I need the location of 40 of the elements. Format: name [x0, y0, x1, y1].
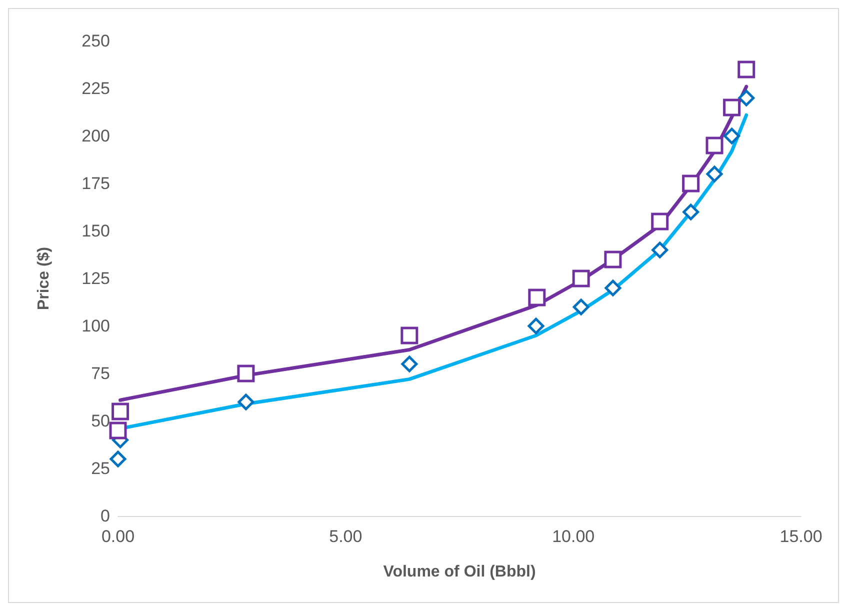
- y-tick-label: 25: [91, 459, 110, 478]
- point: [738, 90, 755, 106]
- point: [401, 356, 418, 372]
- point: [109, 422, 127, 440]
- point: [112, 402, 130, 420]
- point: [238, 394, 254, 410]
- y-tick-label: 175: [82, 174, 110, 193]
- point: [738, 60, 756, 78]
- point: [572, 298, 590, 316]
- point: [604, 250, 622, 268]
- point: [400, 326, 418, 344]
- y-axis-title: Price ($): [36, 246, 52, 310]
- y-tick-label: 150: [82, 222, 110, 240]
- point: [706, 166, 723, 182]
- x-tick-label: 10.00: [552, 527, 595, 546]
- x-tick-label: 0.00: [101, 527, 135, 546]
- point: [682, 204, 700, 220]
- y-tick-label: 50: [91, 412, 110, 430]
- point: [682, 174, 700, 192]
- point: [604, 280, 622, 296]
- y-tick-label: 250: [82, 32, 110, 50]
- point: [706, 136, 724, 154]
- y-tick-label: 125: [82, 269, 110, 288]
- x-axis-title: Volume of Oil (Bbbl): [383, 564, 536, 580]
- y-tick-label: 200: [82, 126, 110, 146]
- y-tick-label: 75: [91, 364, 110, 383]
- x-tick-label: 5.00: [329, 527, 362, 546]
- point: [528, 288, 546, 306]
- point: [651, 212, 669, 230]
- y-tick-label: 0: [100, 506, 110, 526]
- point: [528, 318, 544, 334]
- point: [237, 364, 255, 382]
- x-tick-label: 15.00: [780, 527, 822, 546]
- point: [652, 242, 668, 258]
- point: [110, 450, 126, 468]
- y-tick-label: 225: [82, 79, 110, 98]
- point: [572, 270, 590, 288]
- point: [723, 98, 741, 116]
- point: [724, 128, 740, 144]
- y-tick-label: 100: [82, 316, 110, 336]
